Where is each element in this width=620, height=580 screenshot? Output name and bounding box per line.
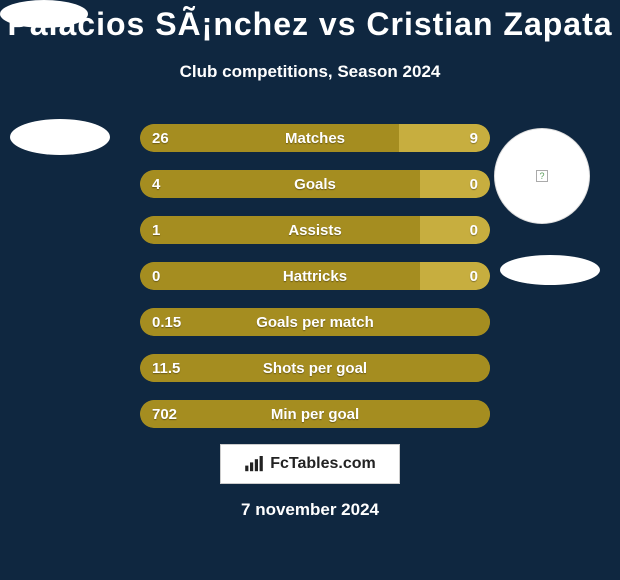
stat-row: 0.15Goals per match (140, 308, 490, 336)
player1-fill (140, 170, 420, 198)
subtitle: Club competitions, Season 2024 (0, 62, 620, 82)
page-title: Palacios SÃ¡nchez vs Cristian Zapata (0, 6, 620, 43)
player1-fill (140, 308, 490, 336)
player1-fill (140, 124, 399, 152)
player1-fill (140, 400, 490, 428)
player2-avatar-shadow-ellipse (500, 255, 600, 285)
date-text: 7 november 2024 (0, 500, 620, 520)
stat-row: 10Assists (140, 216, 490, 244)
stat-row: 11.5Shots per goal (140, 354, 490, 382)
player1-fill (140, 354, 490, 382)
chart-icon (244, 456, 264, 472)
stat-row: 269Matches (140, 124, 490, 152)
stat-row: 702Min per goal (140, 400, 490, 428)
player1-avatar-ellipse (10, 119, 110, 155)
watermark: FcTables.com (220, 444, 400, 484)
player2-fill (399, 124, 490, 152)
player2-fill (420, 262, 490, 290)
stat-row: 40Goals (140, 170, 490, 198)
player2-avatar-circle: ? (494, 128, 590, 224)
player1-fill (140, 262, 420, 290)
stat-row: 00Hattricks (140, 262, 490, 290)
player2-fill (420, 216, 490, 244)
player1-fill (140, 216, 420, 244)
player2-fill (420, 170, 490, 198)
missing-image-icon: ? (536, 170, 548, 182)
comparison-infographic: Palacios SÃ¡nchez vs Cristian Zapata Clu… (0, 0, 620, 580)
stats-bars: 269Matches 40Goals 10Assists 00Hattricks 0.1… (140, 124, 490, 446)
watermark-text: FcTables.com (270, 455, 376, 473)
